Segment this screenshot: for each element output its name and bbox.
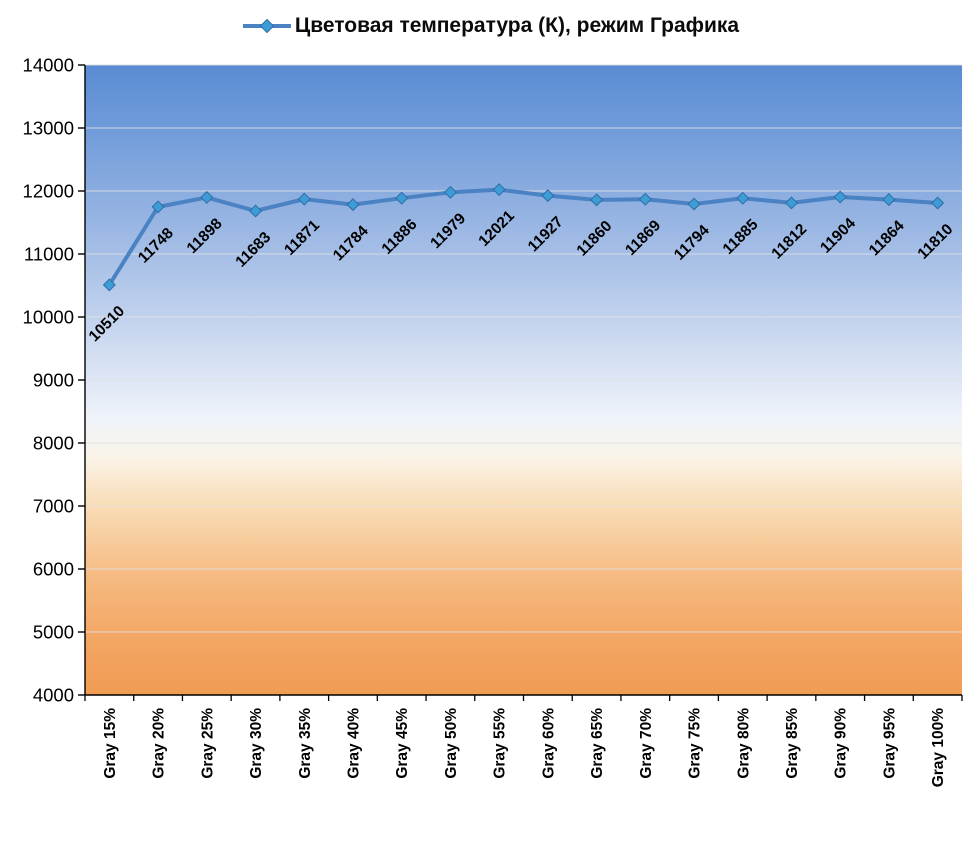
svg-text:4000: 4000 (33, 685, 74, 706)
svg-text:Gray 40%: Gray 40% (345, 708, 362, 779)
svg-text:Gray 85%: Gray 85% (784, 708, 801, 779)
svg-text:Gray 100%: Gray 100% (930, 708, 947, 787)
svg-text:9000: 9000 (33, 370, 74, 391)
svg-text:Gray 15%: Gray 15% (102, 708, 119, 779)
svg-text:Gray 30%: Gray 30% (248, 708, 265, 779)
svg-text:11000: 11000 (24, 244, 74, 265)
svg-text:Gray 75%: Gray 75% (687, 708, 704, 779)
svg-text:Gray 25%: Gray 25% (199, 708, 216, 779)
legend-diamond (259, 18, 275, 34)
svg-text:12000: 12000 (23, 181, 74, 202)
chart-legend: Цветовая температура (К), режим Графика (0, 14, 980, 38)
svg-text:Gray 55%: Gray 55% (492, 708, 509, 779)
svg-text:Gray 65%: Gray 65% (589, 708, 606, 779)
svg-text:Gray 20%: Gray 20% (151, 708, 168, 779)
legend-marker-icon (242, 18, 291, 34)
svg-text:6000: 6000 (33, 559, 74, 580)
svg-text:Gray 90%: Gray 90% (833, 708, 850, 779)
svg-text:8000: 8000 (33, 433, 74, 454)
svg-text:Gray 80%: Gray 80% (735, 708, 752, 779)
svg-text:Gray 60%: Gray 60% (540, 708, 557, 779)
svg-text:14000: 14000 (23, 55, 74, 76)
svg-text:10000: 10000 (23, 307, 74, 328)
svg-text:Gray 35%: Gray 35% (297, 708, 314, 779)
svg-text:7000: 7000 (33, 496, 74, 517)
svg-text:Gray 50%: Gray 50% (443, 708, 460, 779)
chart-title: Цветовая температура (К), режим Графика (294, 14, 740, 37)
svg-text:Gray 45%: Gray 45% (394, 708, 411, 779)
svg-text:5000: 5000 (33, 622, 74, 643)
svg-text:13000: 13000 (23, 118, 74, 139)
svg-text:Gray 95%: Gray 95% (881, 708, 898, 779)
svg-text:Gray 70%: Gray 70% (638, 708, 655, 779)
